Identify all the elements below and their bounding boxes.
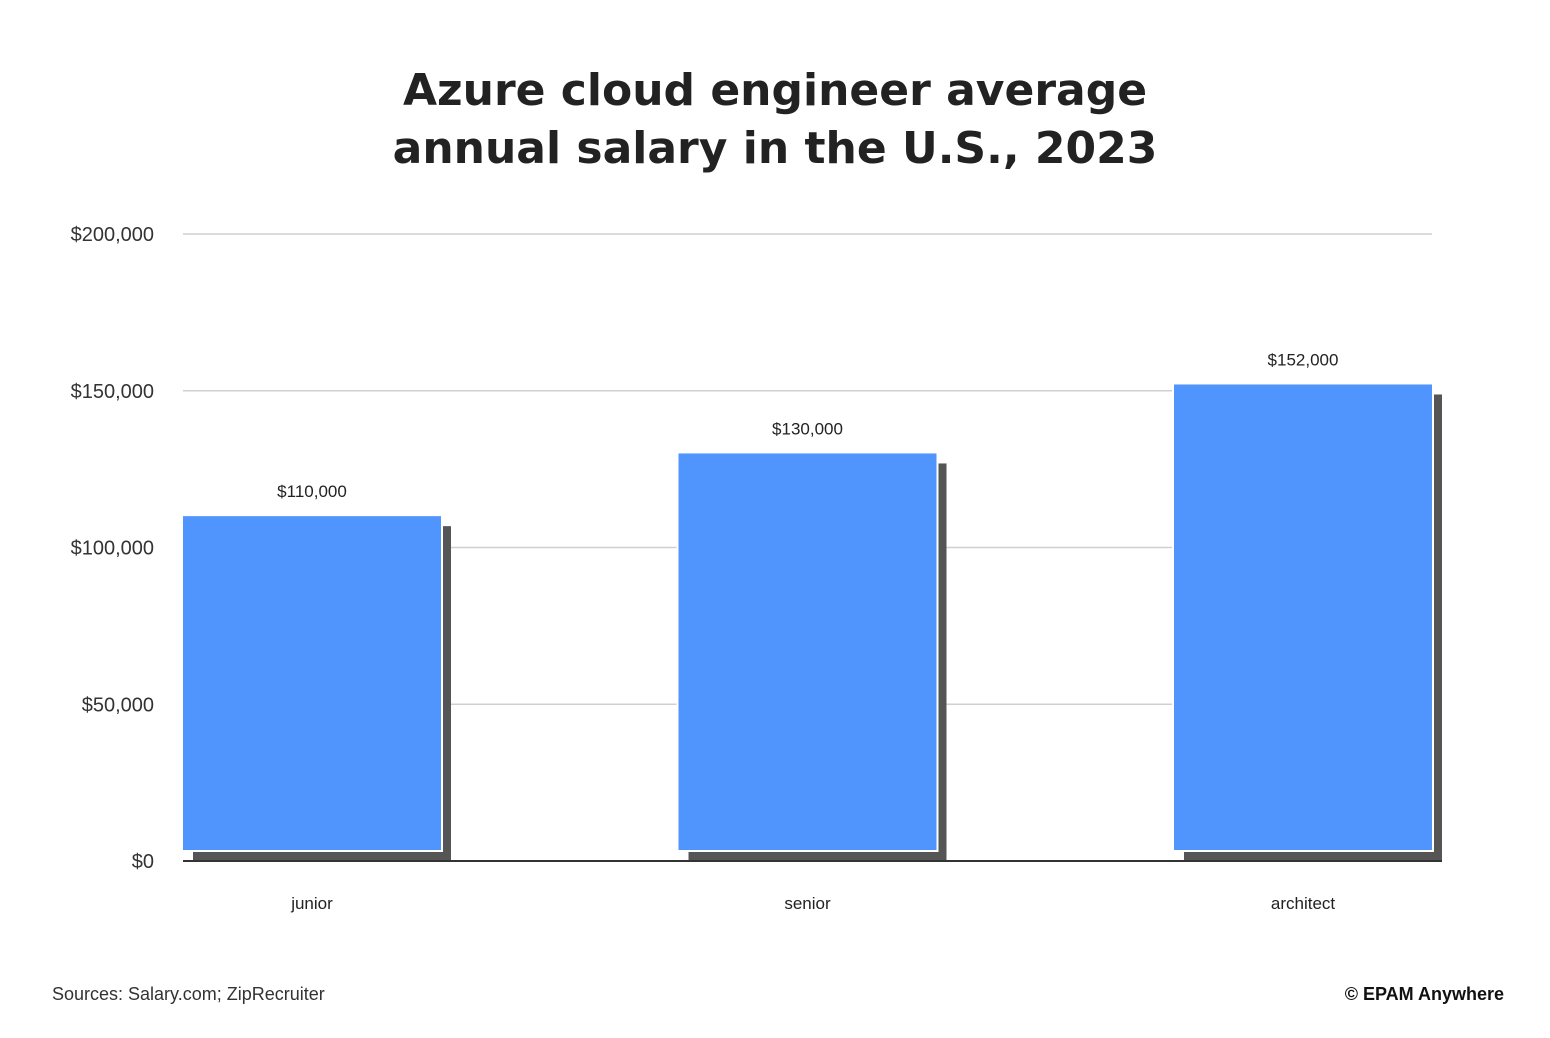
bar-junior — [183, 516, 441, 850]
bar-senior — [678, 453, 937, 850]
y-axis-tick-labels: $0 $50,000 $100,000 $150,000 $200,000 — [71, 224, 154, 873]
bar-value-label: $130,000 — [772, 419, 843, 438]
chart-title-line-1: Azure cloud engineer average — [402, 65, 1148, 116]
x-category-label: architect — [1271, 894, 1336, 913]
bars — [181, 382, 1442, 861]
bar-value-label: $110,000 — [277, 482, 347, 501]
bar-architect — [1174, 384, 1432, 850]
chart-title-line-2: annual salary in the U.S., 2023 — [392, 123, 1158, 174]
source-note: Sources: Salary.com; ZipRecruiter — [52, 984, 325, 1004]
x-axis-category-labels: junior senior architect — [290, 894, 1335, 913]
x-category-label: junior — [290, 894, 333, 913]
bar-value-labels: $110,000 $130,000 $152,000 — [277, 350, 1338, 501]
y-tick-label: $100,000 — [71, 538, 154, 560]
bar-value-label: $152,000 — [1268, 350, 1339, 369]
y-tick-label: $200,000 — [71, 224, 154, 246]
y-tick-label: $50,000 — [82, 694, 154, 716]
brand-credit: © EPAM Anywhere — [1344, 984, 1504, 1004]
y-tick-label: $150,000 — [71, 381, 154, 403]
chart-title: Azure cloud engineer average annual sala… — [0, 62, 1550, 178]
y-tick-label: $0 — [132, 851, 154, 873]
x-category-label: senior — [784, 894, 831, 913]
